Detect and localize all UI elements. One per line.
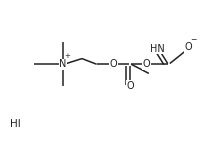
- Text: +: +: [65, 53, 71, 59]
- Text: N: N: [59, 59, 67, 69]
- Text: O: O: [185, 42, 192, 52]
- Text: −: −: [190, 35, 197, 44]
- Text: O: O: [143, 59, 151, 69]
- Text: HI: HI: [10, 119, 21, 129]
- Text: HN: HN: [150, 44, 165, 54]
- Text: O: O: [110, 59, 117, 69]
- Text: O: O: [126, 81, 134, 91]
